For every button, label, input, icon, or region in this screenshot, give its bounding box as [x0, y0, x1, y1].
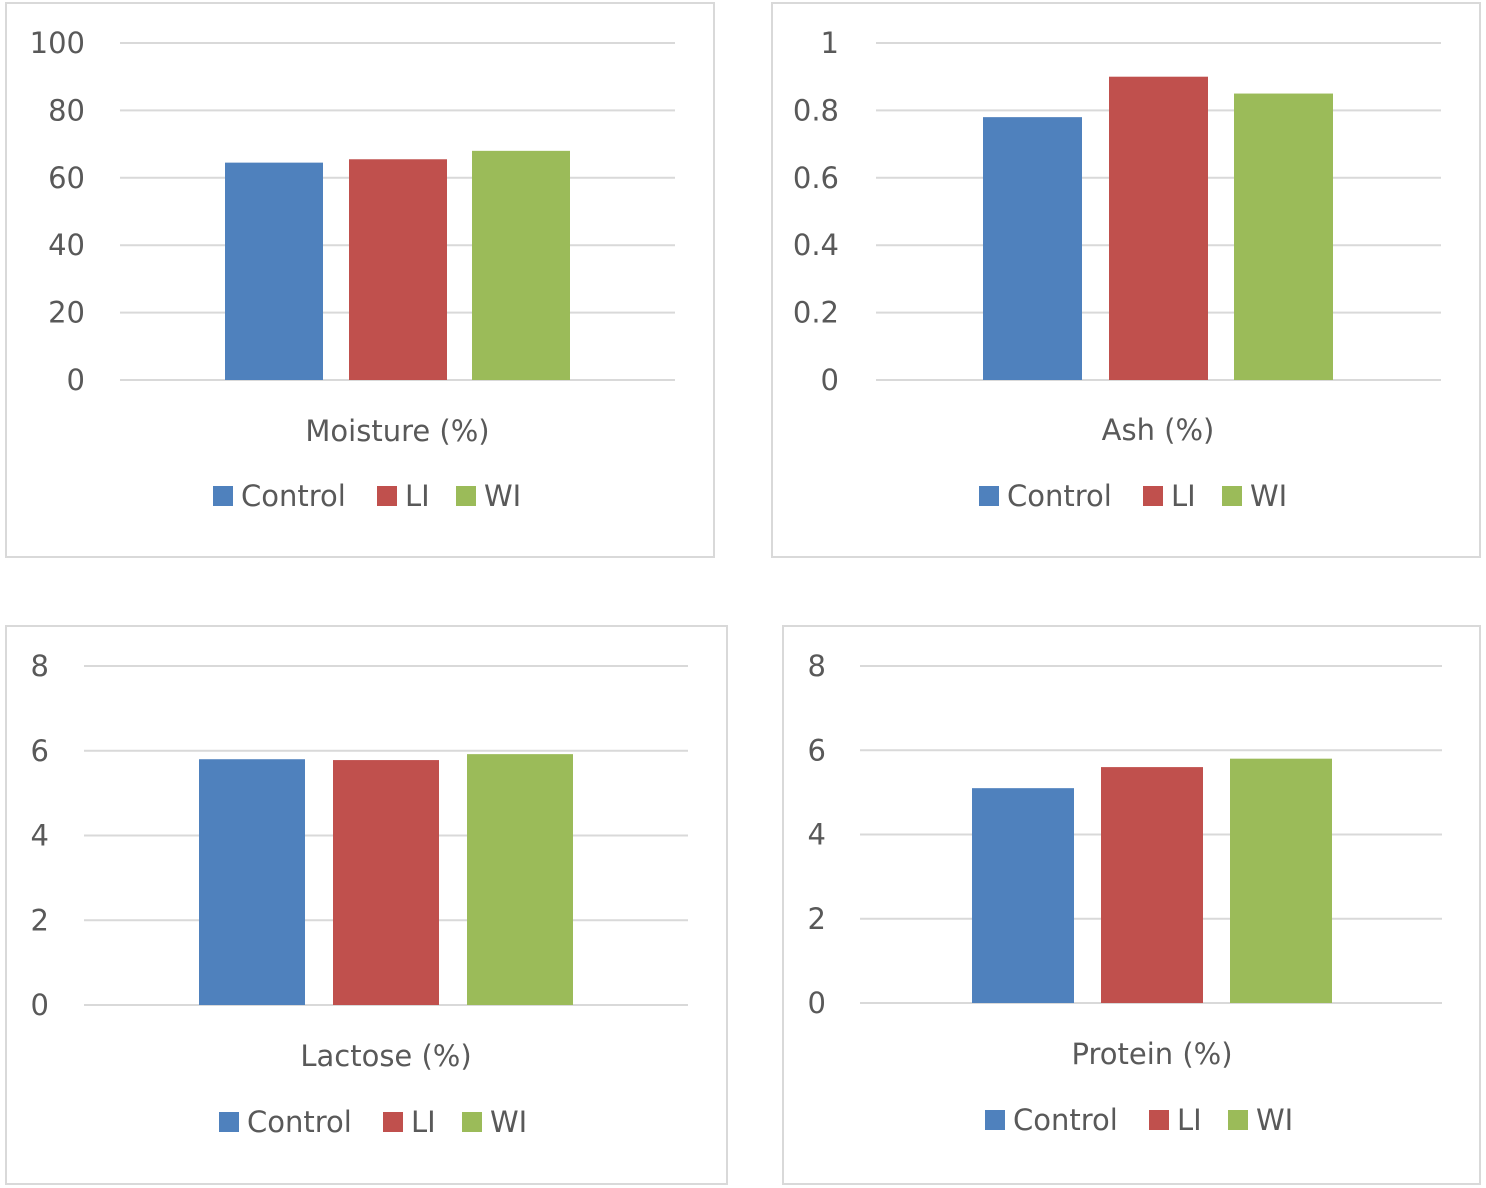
legend-swatch-control	[985, 1110, 1005, 1130]
chart-svg-lactose: 8 6 4 2 0 Lactose (%) Control LI WI	[31, 649, 688, 1139]
legend-label-li: LI	[411, 1105, 436, 1139]
category-label: Ash (%)	[1102, 413, 1215, 447]
legend-label-li: LI	[405, 479, 430, 513]
bar-control	[983, 117, 1082, 380]
legend-label-control: Control	[1013, 1103, 1118, 1137]
y-tick-label: 4	[31, 819, 49, 853]
legend-label-wi: WI	[1256, 1103, 1293, 1137]
category-label: Moisture (%)	[305, 414, 489, 448]
chart-svg-protein: 8 6 4 2 0 Protein (%) Control LI WI	[808, 649, 1442, 1137]
legend-swatch-wi	[456, 486, 476, 506]
bar-control	[225, 162, 323, 380]
legend-swatch-li	[383, 1112, 403, 1132]
y-tick-label: 0	[808, 986, 826, 1020]
chart-panel-lactose: 8 6 4 2 0 Lactose (%) Control LI WI	[5, 625, 728, 1185]
legend-swatch-control	[219, 1112, 239, 1132]
chart-svg-moisture: 100 80 60 40 20 0 Moisture (%) Control LI WI	[30, 26, 675, 513]
category-label: Protein (%)	[1071, 1037, 1232, 1071]
bar-wi	[472, 150, 570, 380]
bar-li	[1109, 76, 1208, 380]
y-tick-label: 0.2	[793, 296, 839, 330]
legend-label-li: LI	[1177, 1103, 1202, 1137]
y-tick-label: 2	[31, 903, 49, 937]
legend-swatch-control	[213, 486, 233, 506]
y-tick-label: 100	[30, 26, 85, 60]
legend-swatch-control	[979, 486, 999, 506]
chart-panel-moisture: 100 80 60 40 20 0 Moisture (%) Control LI WI	[5, 2, 715, 558]
legend-label-control: Control	[247, 1105, 352, 1139]
y-tick-label: 0	[821, 363, 839, 397]
y-tick-label: 0	[31, 988, 49, 1022]
y-tick-label: 6	[808, 733, 826, 767]
legend-swatch-wi	[1228, 1110, 1248, 1130]
y-tick-label: 80	[48, 93, 85, 127]
legend-swatch-li	[1143, 486, 1163, 506]
chart-panel-ash: 1 0.8 0.6 0.4 0.2 0 Ash (%) Control LI WI	[771, 2, 1481, 558]
legend-label-li: LI	[1171, 479, 1196, 513]
y-tick-label: 4	[808, 818, 826, 852]
legend-label-wi: WI	[490, 1105, 527, 1139]
bar-wi	[1234, 93, 1333, 381]
bar-li	[349, 159, 447, 380]
y-tick-label: 0	[67, 363, 85, 397]
category-label: Lactose (%)	[300, 1039, 471, 1073]
legend-label-wi: WI	[484, 479, 521, 513]
y-tick-label: 0.4	[793, 228, 839, 262]
chart-svg-ash: 1 0.8 0.6 0.4 0.2 0 Ash (%) Control LI WI	[793, 26, 1441, 513]
bar-li	[333, 760, 439, 1005]
y-tick-label: 20	[48, 296, 85, 330]
legend-swatch-wi	[462, 1112, 482, 1132]
bar-control	[199, 759, 305, 1005]
chart-panel-protein: 8 6 4 2 0 Protein (%) Control LI WI	[782, 625, 1481, 1185]
y-tick-label: 1	[821, 26, 839, 60]
legend-swatch-li	[1149, 1110, 1169, 1130]
legend-swatch-li	[377, 486, 397, 506]
y-tick-label: 60	[48, 161, 85, 195]
legend-label-wi: WI	[1250, 479, 1287, 513]
y-tick-label: 6	[31, 734, 49, 768]
y-tick-label: 2	[808, 902, 826, 936]
y-tick-label: 8	[31, 649, 49, 683]
y-tick-label: 40	[48, 228, 85, 262]
y-tick-label: 0.8	[793, 93, 839, 127]
y-tick-label: 8	[808, 649, 826, 683]
legend-swatch-wi	[1222, 486, 1242, 506]
bar-wi	[1230, 758, 1332, 1003]
legend-label-control: Control	[1007, 479, 1112, 513]
bar-li	[1101, 767, 1203, 1003]
y-tick-label: 0.6	[793, 161, 839, 195]
legend-label-control: Control	[241, 479, 346, 513]
bar-wi	[467, 754, 573, 1005]
bar-control	[972, 788, 1074, 1003]
